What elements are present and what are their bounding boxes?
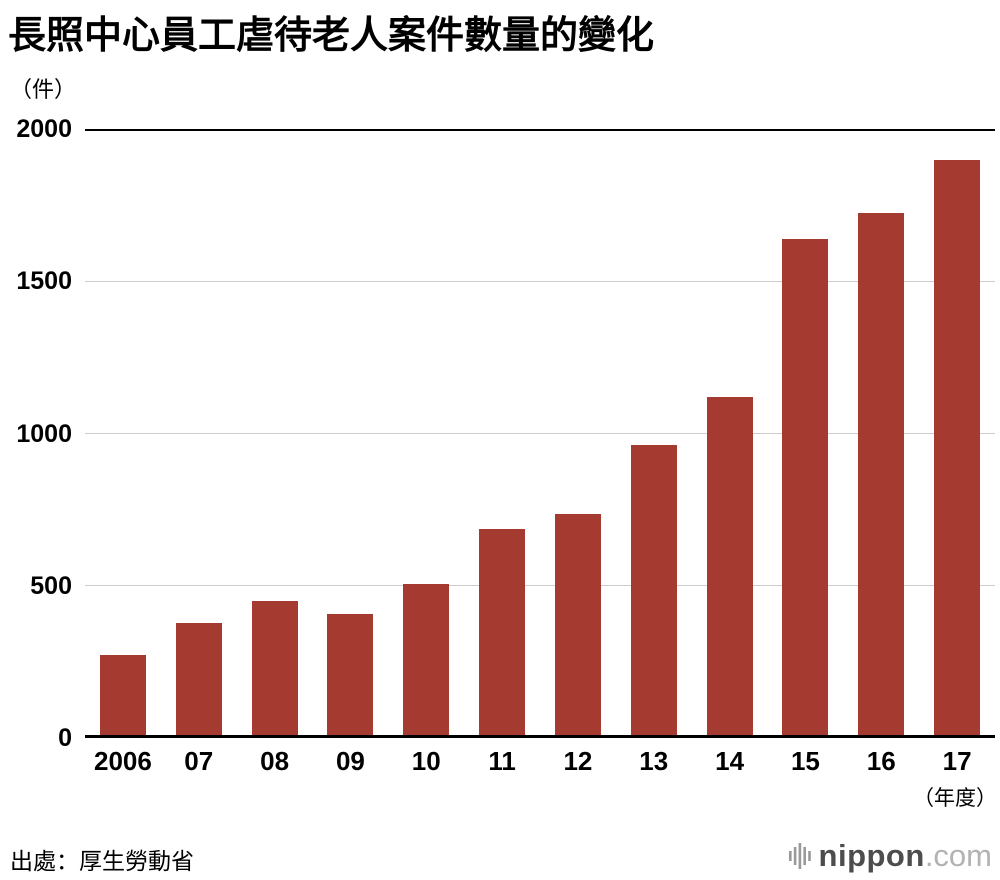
bar-16 [858, 213, 905, 738]
bar-08 [251, 600, 298, 738]
y-axis-label-1000: 1000 [16, 419, 72, 448]
x-axis-label-09: 09 [335, 746, 365, 776]
gridline-0 [85, 735, 995, 738]
bar-2006 [99, 654, 146, 738]
x-axis-label-08: 08 [260, 746, 290, 776]
x-axis-label-10: 10 [411, 746, 441, 776]
logo-text-com: .com [924, 838, 992, 873]
bar-07 [175, 622, 222, 738]
y-axis-label-2000: 2000 [16, 115, 72, 143]
source-label: 出處：厚生勞動省 [10, 848, 194, 874]
gridline-2000 [85, 129, 995, 131]
gridlines [85, 129, 995, 738]
y-axis-ticks: 0 500 1000 1500 2000 [16, 115, 995, 752]
x-axis-label-14: 14 [715, 746, 745, 776]
bar-13 [630, 445, 677, 738]
bar-17 [934, 160, 981, 738]
gridline-500 [85, 585, 995, 587]
soundwave-bars-icon [788, 843, 811, 869]
x-axis-label-11: 11 [488, 746, 516, 776]
x-axis-label-2006: 2006 [93, 746, 152, 776]
bar-10 [403, 583, 450, 738]
y-axis-label-500: 500 [30, 571, 72, 600]
bar-14 [706, 396, 753, 738]
gridline-1500 [85, 280, 995, 282]
x-axis-label-13: 13 [639, 746, 669, 776]
x-axis-unit-label: （年度） [913, 787, 997, 810]
x-axis-label-07: 07 [184, 746, 214, 776]
x-axis-label-12: 12 [563, 746, 593, 776]
plot-area: 0 500 1000 1500 2000 2006 07 08 09 10 11 12 13 14 15 1… [16, 115, 997, 810]
x-axis-label-17: 17 [942, 746, 972, 776]
x-axis-label-15: 15 [790, 746, 820, 776]
y-axis-unit-label: （件） [10, 77, 77, 102]
chart-title: 長照中心員工虐待老人案件數量的變化 [8, 15, 655, 57]
nippon-logo: nippon .com [788, 838, 992, 874]
bar-12 [554, 513, 601, 738]
y-axis-label-1500: 1500 [16, 267, 72, 296]
x-axis-ticks: 2006 07 08 09 10 11 12 13 14 15 16 17 [85, 129, 995, 776]
y-axis-label-0: 0 [58, 724, 72, 752]
logo-text-nippon: nippon [818, 838, 925, 873]
bar-series [85, 129, 995, 738]
bar-09 [327, 613, 374, 738]
gridline-1000 [85, 433, 995, 434]
bar-11 [479, 528, 526, 738]
x-axis-label-16: 16 [866, 746, 896, 776]
bar-15 [782, 238, 829, 738]
